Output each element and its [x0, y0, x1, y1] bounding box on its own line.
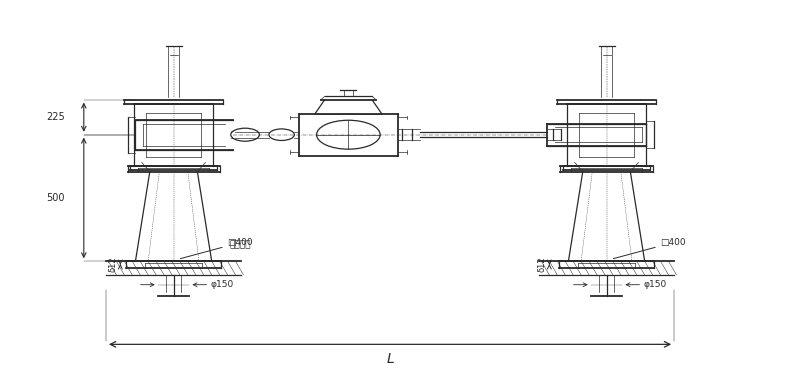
Text: □400: □400 — [614, 238, 686, 259]
Text: □400: □400 — [180, 238, 254, 259]
Text: δ12: δ12 — [109, 257, 118, 272]
Text: L: L — [386, 352, 394, 365]
Text: 500: 500 — [46, 193, 65, 203]
Text: 预埋钢板: 预埋钢板 — [229, 240, 250, 249]
Text: δ12: δ12 — [538, 257, 547, 272]
Text: φ150: φ150 — [644, 280, 667, 289]
Text: φ150: φ150 — [211, 280, 234, 289]
Text: 225: 225 — [46, 112, 65, 122]
